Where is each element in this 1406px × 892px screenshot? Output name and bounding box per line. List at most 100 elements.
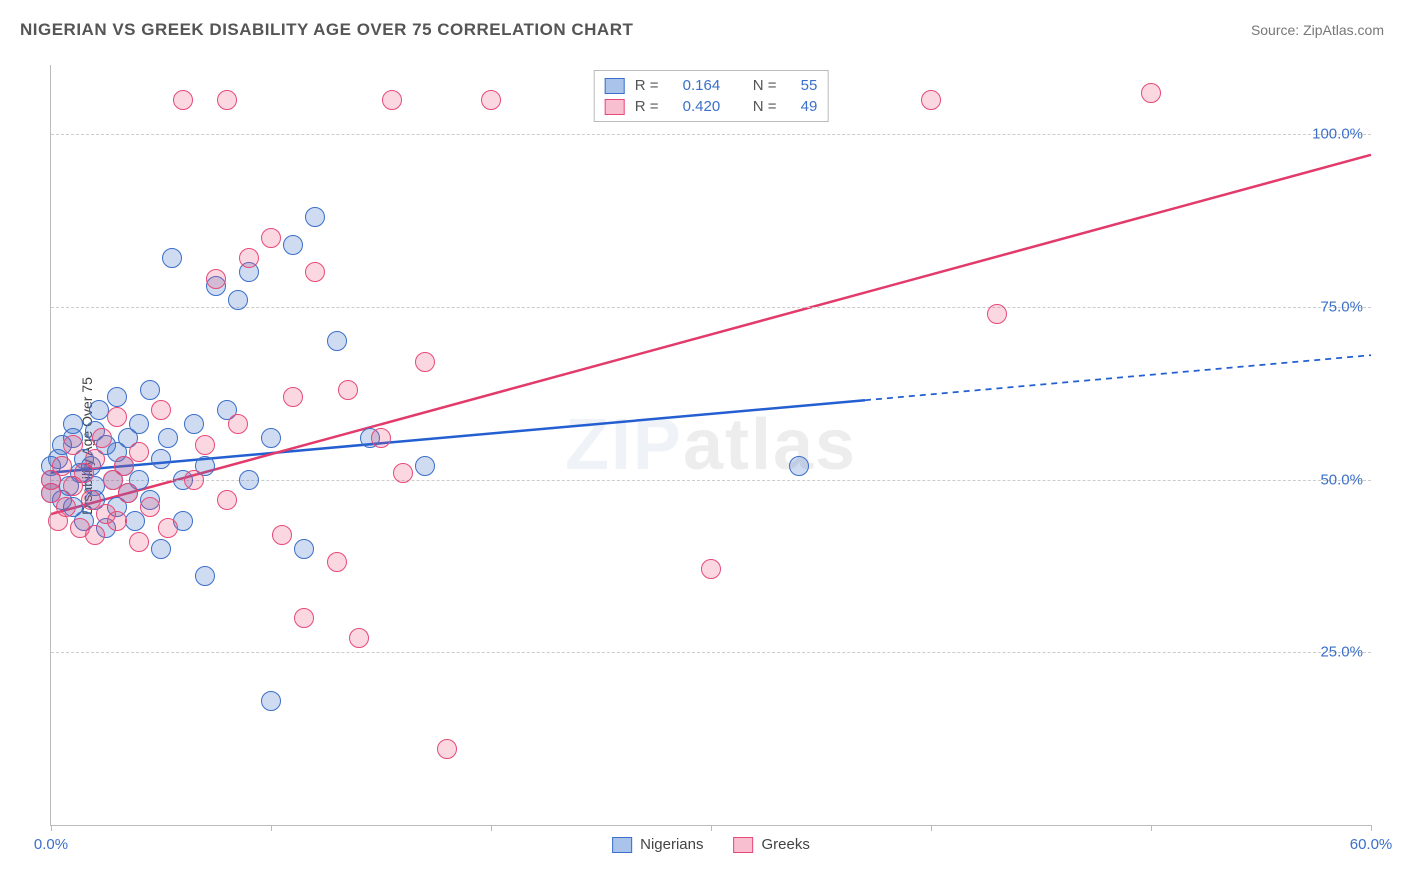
x-tick-label: 0.0% xyxy=(34,836,68,853)
scatter-point-greeks xyxy=(228,414,248,434)
scatter-point-greeks xyxy=(217,90,237,110)
scatter-point-greeks xyxy=(173,90,193,110)
x-tick xyxy=(491,825,492,831)
swatch-icon xyxy=(612,837,632,853)
scatter-point-greeks xyxy=(371,428,391,448)
scatter-point-nigerians xyxy=(294,539,314,559)
stats-legend: R = 0.164 N = 55R = 0.420 N = 49 xyxy=(594,70,829,122)
scatter-point-greeks xyxy=(206,269,226,289)
scatter-point-greeks xyxy=(283,387,303,407)
scatter-point-nigerians xyxy=(158,428,178,448)
r-value: 0.420 xyxy=(683,98,721,115)
scatter-point-nigerians xyxy=(140,380,160,400)
r-label: R = xyxy=(635,98,659,115)
scatter-point-greeks xyxy=(415,352,435,372)
swatch-icon xyxy=(734,837,754,853)
y-tick-label: 100.0% xyxy=(1312,126,1363,143)
scatter-point-greeks xyxy=(85,449,105,469)
scatter-point-nigerians xyxy=(228,290,248,310)
gridline-h xyxy=(51,307,1371,308)
series-legend: Nigerians Greeks xyxy=(612,836,810,853)
scatter-point-nigerians xyxy=(239,470,259,490)
scatter-point-greeks xyxy=(52,456,72,476)
scatter-point-nigerians xyxy=(151,449,171,469)
n-value: 55 xyxy=(801,77,818,94)
scatter-point-greeks xyxy=(437,739,457,759)
x-tick xyxy=(51,825,52,831)
scatter-point-greeks xyxy=(393,463,413,483)
chart-title: NIGERIAN VS GREEK DISABILITY AGE OVER 75… xyxy=(20,20,633,40)
scatter-point-greeks xyxy=(261,228,281,248)
scatter-point-greeks xyxy=(129,532,149,552)
x-tick xyxy=(1151,825,1152,831)
scatter-point-greeks xyxy=(107,407,127,427)
scatter-point-greeks xyxy=(118,483,138,503)
scatter-point-greeks xyxy=(327,552,347,572)
scatter-point-greeks xyxy=(114,456,134,476)
scatter-point-nigerians xyxy=(305,207,325,227)
x-tick xyxy=(1371,825,1372,831)
scatter-point-greeks xyxy=(158,518,178,538)
scatter-point-greeks xyxy=(987,304,1007,324)
scatter-point-greeks xyxy=(140,497,160,517)
scatter-point-greeks xyxy=(129,442,149,462)
gridline-h xyxy=(51,652,1371,653)
scatter-point-nigerians xyxy=(129,414,149,434)
legend-label: Greeks xyxy=(762,836,810,853)
scatter-point-greeks xyxy=(481,90,501,110)
scatter-point-greeks xyxy=(338,380,358,400)
y-tick-label: 50.0% xyxy=(1320,471,1363,488)
regression-lines xyxy=(51,65,1371,825)
scatter-point-greeks xyxy=(151,400,171,420)
stats-row-nigerians: R = 0.164 N = 55 xyxy=(605,75,818,96)
scatter-point-greeks xyxy=(272,525,292,545)
scatter-point-nigerians xyxy=(261,691,281,711)
scatter-point-greeks xyxy=(1141,83,1161,103)
scatter-point-nigerians xyxy=(162,248,182,268)
scatter-point-greeks xyxy=(56,497,76,517)
x-tick xyxy=(711,825,712,831)
scatter-point-greeks xyxy=(85,525,105,545)
legend-item-nigerians: Nigerians xyxy=(612,836,703,853)
legend-item-greeks: Greeks xyxy=(734,836,810,853)
gridline-h xyxy=(51,134,1371,135)
scatter-point-nigerians xyxy=(415,456,435,476)
swatch-icon xyxy=(605,78,625,94)
scatter-point-greeks xyxy=(305,262,325,282)
scatter-point-nigerians xyxy=(195,566,215,586)
scatter-point-greeks xyxy=(184,470,204,490)
legend-label: Nigerians xyxy=(640,836,703,853)
scatter-point-nigerians xyxy=(283,235,303,255)
y-tick-label: 25.0% xyxy=(1320,644,1363,661)
swatch-icon xyxy=(605,99,625,115)
r-value: 0.164 xyxy=(683,77,721,94)
scatter-point-nigerians xyxy=(261,428,281,448)
regression-line-greeks xyxy=(51,155,1371,514)
n-label: N = xyxy=(753,98,777,115)
scatter-point-greeks xyxy=(63,435,83,455)
x-tick xyxy=(271,825,272,831)
scatter-point-nigerians xyxy=(125,511,145,531)
source-label: Source: ZipAtlas.com xyxy=(1251,22,1384,38)
stats-row-greeks: R = 0.420 N = 49 xyxy=(605,96,818,117)
n-label: N = xyxy=(753,77,777,94)
scatter-point-greeks xyxy=(701,559,721,579)
scatter-point-nigerians xyxy=(184,414,204,434)
n-value: 49 xyxy=(801,98,818,115)
watermark: ZIPatlas xyxy=(565,404,857,486)
x-tick xyxy=(931,825,932,831)
scatter-point-greeks xyxy=(217,490,237,510)
scatter-point-nigerians xyxy=(151,539,171,559)
scatter-point-greeks xyxy=(92,428,112,448)
scatter-point-greeks xyxy=(349,628,369,648)
scatter-point-greeks xyxy=(239,248,259,268)
scatter-point-greeks xyxy=(921,90,941,110)
plot-area: ZIPatlas R = 0.164 N = 55R = 0.420 N = 4… xyxy=(50,65,1371,826)
x-tick-label: 60.0% xyxy=(1350,836,1393,853)
scatter-point-greeks xyxy=(107,511,127,531)
scatter-point-nigerians xyxy=(327,331,347,351)
scatter-point-greeks xyxy=(294,608,314,628)
scatter-point-nigerians xyxy=(107,387,127,407)
scatter-point-greeks xyxy=(195,435,215,455)
r-label: R = xyxy=(635,77,659,94)
